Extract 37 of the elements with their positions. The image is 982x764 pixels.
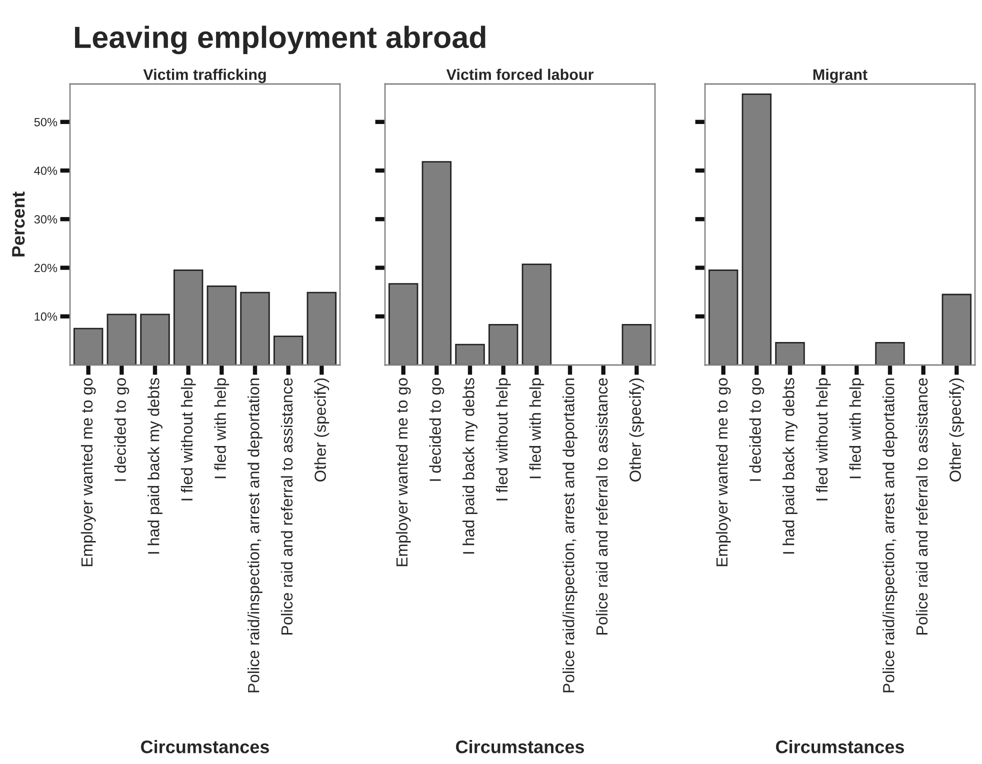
x-tick-label: Other (specify) [949, 378, 964, 482]
x-tick-label: I fled without help [816, 378, 831, 500]
x-tick-label: I decided to go [429, 378, 444, 481]
chart-title: Victim trafficking [143, 68, 266, 84]
x-axis-title: Circumstances [456, 740, 584, 754]
x-tick-label: Police raid/inspection, arrest and deportation [248, 378, 262, 692]
x-axis-title: Circumstances [141, 740, 269, 754]
x-tick-label: Other (specify) [629, 378, 644, 482]
x-tick-label: I decided to go [749, 378, 764, 481]
x-tick-label: Employer wanted me to go [80, 378, 96, 566]
x-tick-label: I had paid back my debts [148, 378, 162, 554]
y-tick-label: 30% [34, 215, 58, 224]
text: Leaving employment abroad [75, 26, 486, 54]
y-tick-label: 40% [34, 166, 58, 175]
x-tick-label: I fled without help [496, 378, 511, 500]
y-tick-label: 10% [34, 312, 58, 321]
x-tick-label: Other (specify) [314, 378, 330, 482]
x-tick-label: Employer wanted me to go [396, 378, 411, 566]
x-tick-label: Police raid and referral to assistance [916, 378, 928, 635]
x-tick-label: I fled with help [214, 378, 230, 478]
chart-title: Migrant [813, 68, 868, 84]
x-tick-label: Employer wanted me to go [716, 378, 731, 566]
y-axis-title: Percent [12, 192, 25, 256]
x-tick-label: Police raid/inspection, arrest and deportation [882, 378, 898, 692]
y-tick-label: 50% [34, 118, 58, 126]
x-tick-label: I fled without help [180, 378, 196, 500]
x-tick-label: Police raid and referral to assistance [596, 378, 608, 635]
x-tick-label: I decided to go [114, 378, 130, 481]
x-tick-label: Police raid and referral to assistance [280, 378, 293, 635]
chart-title: Victim forced labour [446, 68, 594, 80]
x-tick-label: I had paid back my debts [462, 378, 478, 554]
x-tick-label: I fled with help [529, 378, 544, 478]
x-tick-label: I had paid back my debts [782, 378, 798, 554]
x-tick-label: Police raid/inspection, arrest and deportation [562, 378, 578, 692]
x-axis-title: Circumstances [776, 740, 904, 754]
x-tick-label: I fled with help [849, 378, 864, 478]
y-tick-label: 20% [34, 264, 58, 272]
